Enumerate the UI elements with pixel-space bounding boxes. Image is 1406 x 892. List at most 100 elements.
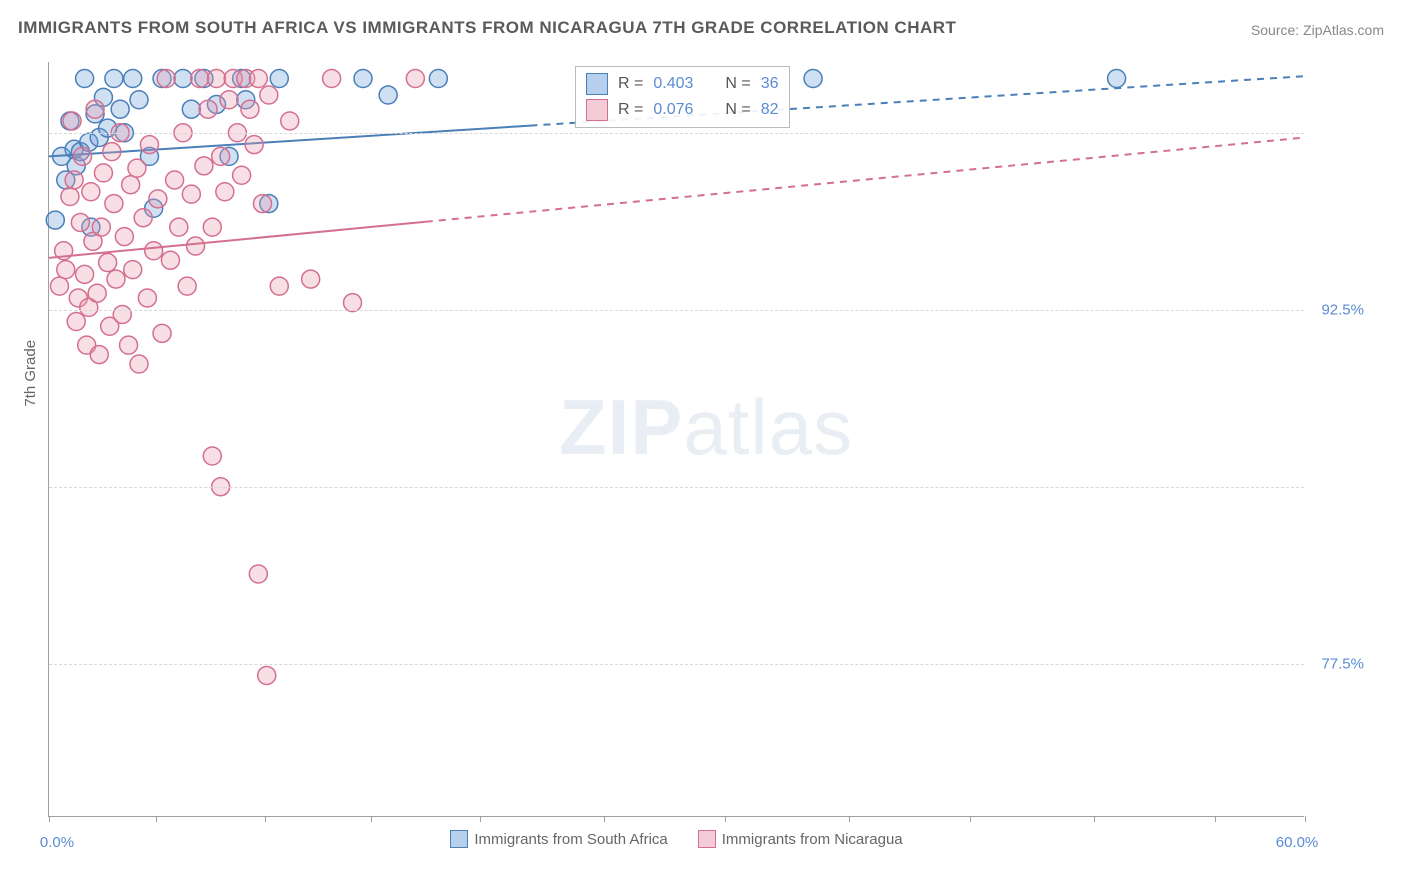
legend-swatch <box>586 73 608 95</box>
scatter-point <box>149 190 167 208</box>
scatter-point <box>113 305 131 323</box>
scatter-point <box>216 183 234 201</box>
scatter-point <box>207 70 225 88</box>
n-value: 82 <box>761 101 779 119</box>
legend-swatch <box>450 830 468 848</box>
scatter-point <box>191 70 209 88</box>
grid-line <box>49 310 1304 311</box>
scatter-point <box>157 70 175 88</box>
scatter-point <box>46 211 64 229</box>
scatter-point <box>130 91 148 109</box>
scatter-point <box>254 195 272 213</box>
chart-title: IMMIGRANTS FROM SOUTH AFRICA VS IMMIGRAN… <box>18 18 956 38</box>
scatter-point <box>128 159 146 177</box>
scatter-point <box>57 261 75 279</box>
legend-label: Immigrants from Nicaragua <box>722 831 903 848</box>
scatter-point <box>170 218 188 236</box>
scatter-point <box>182 185 200 203</box>
scatter-point <box>50 277 68 295</box>
y-axis-label: 7th Grade <box>22 340 39 407</box>
trend-line-dashed <box>426 138 1305 222</box>
x-tick <box>725 816 726 822</box>
plot-area: ZIPatlas R =0.403N =36R =0.076N =82 Immi… <box>48 62 1304 817</box>
scatter-point <box>99 254 117 272</box>
scatter-point <box>354 70 372 88</box>
source-attribution: Source: ZipAtlas.com <box>1251 22 1384 38</box>
legend-label: Immigrants from South Africa <box>474 831 667 848</box>
x-tick <box>371 816 372 822</box>
scatter-point <box>153 324 171 342</box>
scatter-point <box>379 86 397 104</box>
stats-row: R =0.076N =82 <box>586 97 779 123</box>
scatter-point <box>138 289 156 307</box>
scatter-point <box>63 112 81 130</box>
scatter-point <box>406 70 424 88</box>
scatter-point <box>124 261 142 279</box>
y-tick-label: 92.5% <box>1321 301 1364 318</box>
stats-legend-box: R =0.403N =36R =0.076N =82 <box>575 66 790 128</box>
scatter-point <box>245 136 263 154</box>
scatter-point <box>115 228 133 246</box>
grid-line <box>49 664 1304 665</box>
x-tick <box>156 816 157 822</box>
bottom-legend: Immigrants from South Africa Immigrants f… <box>49 830 1304 848</box>
legend-item: Immigrants from South Africa <box>450 830 667 848</box>
scatter-point <box>270 70 288 88</box>
scatter-point <box>182 100 200 118</box>
legend-swatch <box>698 830 716 848</box>
scatter-point <box>178 277 196 295</box>
scatter-point <box>105 70 123 88</box>
scatter-point <box>71 213 89 231</box>
scatter-point <box>76 70 94 88</box>
scatter-point <box>134 209 152 227</box>
scatter-point <box>281 112 299 130</box>
scatter-point <box>111 100 129 118</box>
chart-svg <box>49 62 1304 816</box>
scatter-point <box>124 70 142 88</box>
x-tick <box>1215 816 1216 822</box>
scatter-point <box>258 666 276 684</box>
x-tick <box>49 816 50 822</box>
r-value: 0.076 <box>653 101 693 119</box>
x-tick <box>1094 816 1095 822</box>
r-label: R = <box>618 75 643 93</box>
x-tick <box>604 816 605 822</box>
scatter-point <box>212 147 230 165</box>
scatter-point <box>174 70 192 88</box>
scatter-point <box>203 218 221 236</box>
grid-line <box>49 487 1304 488</box>
scatter-point <box>249 565 267 583</box>
scatter-point <box>130 355 148 373</box>
x-tick <box>265 816 266 822</box>
scatter-point <box>61 187 79 205</box>
scatter-point <box>233 166 251 184</box>
scatter-point <box>122 176 140 194</box>
scatter-point <box>270 277 288 295</box>
scatter-point <box>323 70 341 88</box>
x-tick-label: 60.0% <box>1276 834 1319 851</box>
n-value: 36 <box>761 75 779 93</box>
scatter-point <box>65 171 83 189</box>
scatter-point <box>88 284 106 302</box>
scatter-point <box>1108 70 1126 88</box>
legend-item: Immigrants from Nicaragua <box>698 830 903 848</box>
scatter-point <box>140 136 158 154</box>
scatter-point <box>220 91 238 109</box>
y-tick-label: 77.5% <box>1321 655 1364 672</box>
x-tick <box>970 816 971 822</box>
scatter-point <box>94 164 112 182</box>
n-label: N = <box>725 75 750 93</box>
x-tick-label: 0.0% <box>40 834 74 851</box>
scatter-point <box>203 447 221 465</box>
scatter-point <box>260 86 278 104</box>
scatter-point <box>86 100 104 118</box>
n-label: N = <box>725 101 750 119</box>
scatter-point <box>107 270 125 288</box>
scatter-point <box>76 265 94 283</box>
scatter-point <box>145 242 163 260</box>
scatter-point <box>105 195 123 213</box>
scatter-point <box>249 70 267 88</box>
grid-line <box>49 133 1304 134</box>
scatter-point <box>90 346 108 364</box>
scatter-point <box>82 183 100 201</box>
